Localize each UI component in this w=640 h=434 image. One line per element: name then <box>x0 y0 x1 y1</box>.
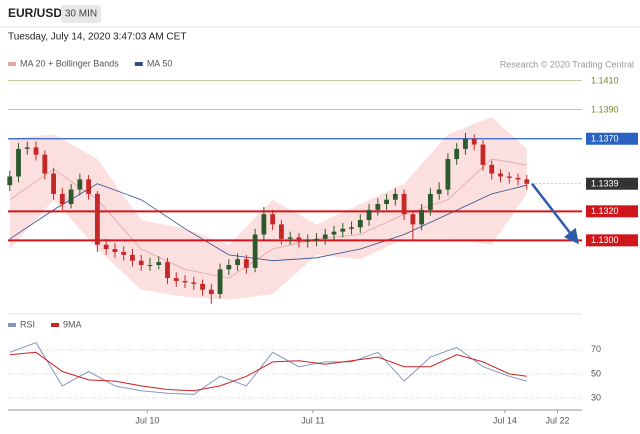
candle-body <box>401 193 407 215</box>
candle-body <box>156 262 162 266</box>
level-box <box>586 234 638 247</box>
candle-body <box>208 289 214 295</box>
candle-body <box>121 251 127 255</box>
legend-swatch <box>8 62 16 66</box>
candle-body <box>445 159 451 190</box>
candle-body <box>463 138 468 149</box>
timestamp: Tuesday, July 14, 2020 3:47:03 AM CET <box>8 32 186 43</box>
candle-body <box>515 177 521 180</box>
candle-body <box>94 193 100 245</box>
candle-body <box>427 193 433 210</box>
level-label: 1.1300 <box>591 235 619 245</box>
candle-body <box>305 240 311 242</box>
candle-body <box>147 265 153 267</box>
candle-body <box>243 259 249 268</box>
candle-body <box>252 234 258 268</box>
candle-body <box>410 214 416 225</box>
candle-body <box>287 237 293 239</box>
legend-label: 9MA <box>63 319 82 329</box>
x-tick-label: Jul 14 <box>493 415 517 425</box>
level-box <box>586 132 638 145</box>
candle-body <box>489 164 495 174</box>
indicator-line <box>9 341 527 395</box>
candle-body <box>524 179 530 184</box>
candle-body <box>191 282 197 284</box>
candle-body <box>322 234 328 239</box>
candle-body <box>375 204 381 210</box>
level-label: 1.1390 <box>591 105 619 115</box>
candle-body <box>112 249 118 252</box>
candle-body <box>314 238 319 241</box>
candle-body <box>68 189 74 205</box>
candle-body <box>103 244 109 250</box>
candle-body <box>270 214 276 225</box>
legend-swatch <box>51 323 60 327</box>
candle-body <box>506 176 512 178</box>
candle-body <box>384 199 389 205</box>
level-label: 1.1339 <box>591 179 619 189</box>
candle-body <box>33 147 39 155</box>
candle-body <box>165 262 170 279</box>
candle-body <box>261 214 267 235</box>
y-tick-label: 30 <box>591 392 601 402</box>
candle-body <box>42 154 48 174</box>
candle-body <box>331 231 337 235</box>
candle-body <box>279 224 284 239</box>
candle-body <box>340 228 346 232</box>
symbol: EUR/USD <box>8 6 62 20</box>
candle-body <box>59 193 65 205</box>
bollinger-band <box>9 117 527 300</box>
candle-body <box>217 269 223 295</box>
candle-body <box>24 147 30 149</box>
candle-body <box>471 138 477 145</box>
indicator-line <box>9 351 527 392</box>
candle-body <box>366 209 372 221</box>
candle-body <box>7 176 13 186</box>
candle-body <box>173 278 179 281</box>
legend-label: MA 50 <box>147 58 173 68</box>
candle-body <box>419 209 425 225</box>
level-box <box>586 177 638 190</box>
candle-body <box>77 179 83 190</box>
legend-label: RSI <box>20 319 35 329</box>
candle-body <box>349 227 354 229</box>
candle-body <box>296 237 302 242</box>
candle-body <box>454 148 460 160</box>
timeframe[interactable]: 30 MIN <box>65 9 97 20</box>
candle-body <box>235 259 241 266</box>
y-tick-label: 50 <box>591 368 601 378</box>
candle-body <box>226 265 232 270</box>
legend-swatch <box>8 323 16 327</box>
moving-average <box>9 183 527 262</box>
level-label: 1.1410 <box>591 76 619 86</box>
forecast-arrow <box>531 182 579 245</box>
x-tick-label: Jul 10 <box>135 415 159 425</box>
copyright: Research © 2020 Trading Central <box>500 59 634 69</box>
candle-body <box>200 283 205 290</box>
candle-body <box>138 260 144 266</box>
x-tick-label: Jul 22 <box>545 415 569 425</box>
candle-body <box>436 189 442 194</box>
timeframe-badge[interactable] <box>61 5 101 23</box>
candle-body <box>357 220 363 228</box>
y-tick-label: 70 <box>591 344 601 354</box>
candle-body <box>130 254 135 261</box>
level-label: 1.1370 <box>591 134 619 144</box>
x-tick-label: Jul 11 <box>301 415 324 425</box>
candle-body <box>498 173 503 177</box>
level-label: 1.1320 <box>591 206 619 216</box>
candle-body <box>86 179 92 194</box>
candle-body <box>392 193 398 200</box>
legend-label: MA 20 + Bollinger Bands <box>20 58 119 68</box>
candle-body <box>51 173 56 194</box>
candle-body <box>480 144 486 165</box>
candle-body <box>182 280 188 283</box>
level-box <box>586 205 638 218</box>
legend-swatch <box>134 62 143 66</box>
candle-body <box>16 148 21 177</box>
